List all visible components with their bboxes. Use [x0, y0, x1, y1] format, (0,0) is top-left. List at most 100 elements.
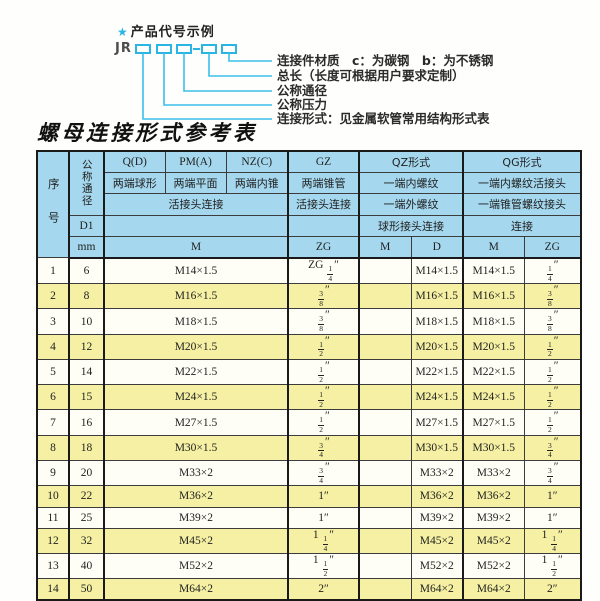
- cell-dn: 10: [68, 308, 105, 335]
- page: { "colors": { "accent_cyan": "#2ab5e2", …: [36, 21, 583, 601]
- table-header: 序号 公称通径 Q(D) PM(A) NZ(C) GZ QZ形式 QG形式 两端…: [36, 150, 582, 259]
- header-gz-desc: 两端锥管: [287, 171, 360, 195]
- table-row: 9 20 M33×2 3 4 ″ M33×2 M33×2 3 4 ″: [36, 459, 582, 487]
- cell-gz: 1 1 4 ″: [287, 527, 360, 555]
- cell-qz-d: M36×2: [410, 485, 464, 508]
- cell-dn: 32: [68, 527, 105, 555]
- header-dn: 公称通径: [68, 150, 105, 216]
- table-row: 4 12 M20×1.5 1 2 ″ M20×1.5 M20×1.5 1 2 ″: [36, 333, 582, 360]
- code-box-4: [201, 44, 217, 54]
- cell-gz: 3 8 ″: [287, 308, 360, 335]
- cell-gz: 1″: [287, 506, 360, 529]
- cell-qz-d: M27×1.5: [410, 409, 464, 436]
- cell-qz-m: [358, 283, 412, 310]
- connector-line-length: [208, 53, 272, 77]
- cell-seq: 8: [36, 434, 70, 461]
- cell-seq: 2: [36, 283, 70, 310]
- cell-m: M39×2: [103, 506, 289, 529]
- cell-seq: 10: [36, 485, 70, 508]
- header-col-pm: PM(A): [164, 150, 227, 173]
- cell-qg-zg: 1 2 ″: [523, 358, 582, 386]
- cell-dn: 16: [68, 409, 105, 436]
- cell-m: M20×1.5: [103, 333, 289, 360]
- cell-m: M64×2: [103, 578, 289, 601]
- cell-dn: 25: [68, 506, 105, 529]
- star-icon: ★: [117, 25, 129, 39]
- nut-connection-table: 序号 公称通径 Q(D) PM(A) NZ(C) GZ QZ形式 QG形式 两端…: [36, 150, 583, 601]
- cell-qg-m: M52×2: [462, 553, 525, 580]
- cell-qg-m: M45×2: [462, 527, 525, 555]
- table-row: 13 40 M52×2 1 1 2 ″ M52×2 M52×2 1 1 2 ″: [36, 553, 582, 580]
- cell-qg-m: M18×1.5: [462, 308, 525, 335]
- cell-m: M27×1.5: [103, 409, 289, 436]
- cell-qz-m: [358, 527, 412, 555]
- cell-qg-m: M39×2: [462, 506, 525, 529]
- cell-m: M24×1.5: [103, 384, 289, 411]
- cell-dn: 40: [68, 553, 105, 580]
- cell-dn: 15: [68, 384, 105, 411]
- connector-line-diameter: [183, 53, 272, 92]
- cell-qz-d: M52×2: [410, 553, 464, 580]
- code-box-5: [221, 44, 237, 54]
- cell-dn: 50: [68, 578, 105, 601]
- cell-dn: 8: [68, 283, 105, 310]
- header-mm: mm: [68, 236, 105, 259]
- cell-seq: 1: [36, 257, 70, 285]
- cell-m: M16×1.5: [103, 283, 289, 310]
- cell-gz: 1 2 ″: [287, 358, 360, 386]
- cell-m: M52×2: [103, 553, 289, 580]
- cell-qg-m: M30×1.5: [462, 434, 525, 461]
- cell-qz-m: [358, 358, 412, 386]
- diagram-heading: ★ 产品代号示例: [117, 21, 215, 40]
- cell-gz: 3 8 ″: [287, 283, 360, 310]
- cell-qz-d: M20×1.5: [410, 333, 464, 360]
- header-qg-zg: ZG: [523, 236, 582, 259]
- header-nz-desc: 两端内锥: [225, 171, 289, 195]
- header-col-qz: QZ形式: [357, 150, 464, 173]
- diagram-label-diameter: 公称通径: [277, 83, 328, 98]
- code-box-1: [135, 44, 151, 54]
- cell-seq: 5: [36, 358, 70, 386]
- table-row: 8 18 M30×1.5 3 4 ″ M30×1.5 M30×1.5 3 4 ″: [36, 434, 582, 461]
- cell-m: M14×1.5: [103, 257, 289, 285]
- header-d1: D1: [68, 214, 105, 238]
- cell-qz-d: M18×1.5: [410, 308, 464, 335]
- table-body: 1 6 M14×1.5 ZG 1 4 ″ M14×1.5 M14×1.5 1 4 ″ 2 8 M16×1.…: [36, 257, 582, 601]
- cell-qz-m: [358, 257, 412, 285]
- header-qg-desc1: 一端内螺纹活接头: [462, 171, 582, 195]
- table-row: 7 16 M27×1.5 1 2 ″ M27×1.5 M27×1.5 1 2 ″: [36, 409, 582, 436]
- header-pm-desc: 两端平面: [164, 171, 227, 195]
- header-empty-union: [103, 214, 289, 238]
- cell-qz-d: M64×2: [410, 578, 464, 601]
- cell-seq: 14: [36, 578, 70, 601]
- table-row: 3 10 M18×1.5 3 8 ″ M18×1.5 M18×1.5 3 8 ″: [36, 308, 582, 335]
- cell-qg-zg: 2″: [523, 578, 582, 601]
- header-q-desc: 两端球形: [103, 171, 166, 195]
- cell-dn: 6: [68, 257, 105, 285]
- diagram-label-connection: 连接形式：见金属软管常用结构形式表: [277, 111, 490, 126]
- header-col-nz: NZ(C): [225, 150, 289, 173]
- header-empty-gz: [287, 214, 360, 238]
- cell-qz-d: M45×2: [410, 527, 464, 555]
- cell-dn: 14: [68, 358, 105, 386]
- connector-line-connection: [142, 53, 272, 120]
- connector-line-material: [228, 53, 272, 62]
- cell-qg-m: M36×2: [462, 485, 525, 508]
- cell-qg-zg: 1″: [523, 485, 582, 508]
- cell-qz-d: M33×2: [410, 459, 464, 487]
- header-gz-join: 活接头连接: [287, 193, 360, 216]
- diagram-label-length: 总长（长度可根据用户要求定制）: [277, 68, 465, 83]
- diagram-label-material: 连接件材质 c：为碳钢 b：为不锈钢: [277, 53, 494, 68]
- header-col-gz: GZ: [287, 150, 360, 173]
